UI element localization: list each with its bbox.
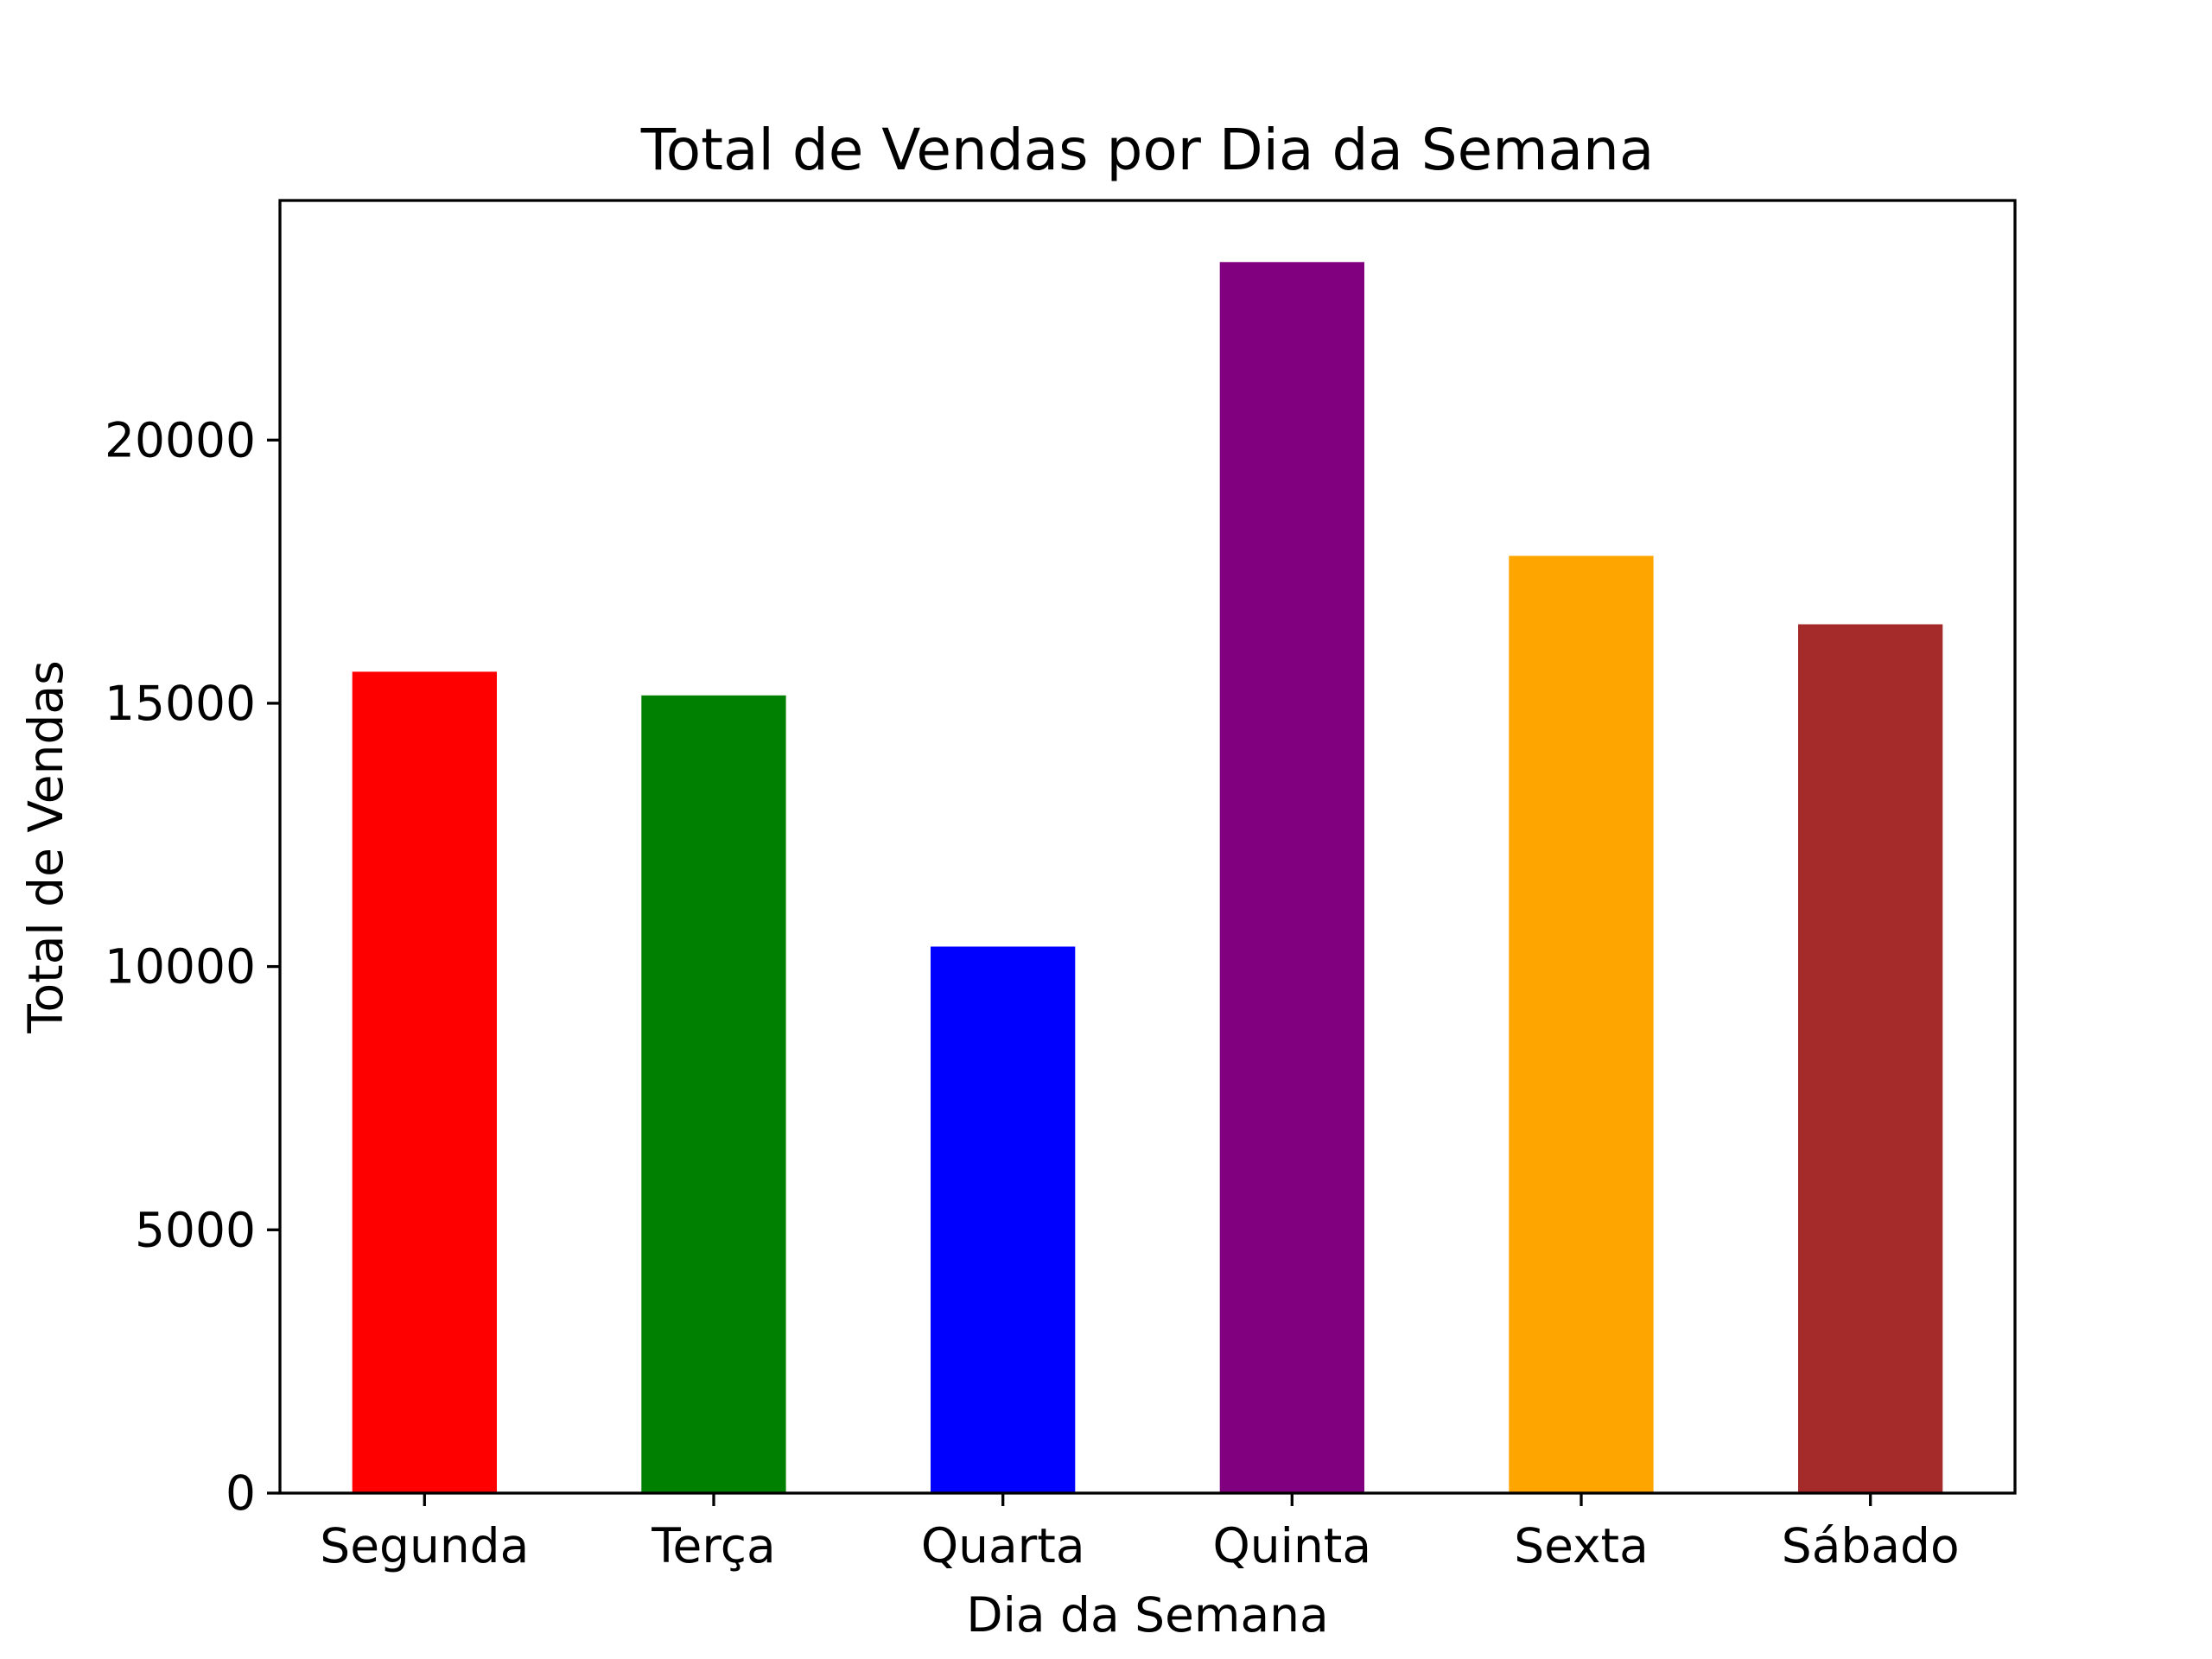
bar-3	[1219, 262, 1364, 1493]
x-tick-label-4: Sexta	[1514, 1518, 1649, 1573]
bar-4	[1509, 556, 1654, 1493]
plot-area-frame	[278, 199, 2017, 1495]
chart-title: Total de Vendas por Dia da Semana	[640, 117, 1655, 183]
y-tick-label-0: 0	[226, 1465, 256, 1521]
bar-1	[641, 695, 786, 1493]
x-tick-label-0: Segunda	[320, 1518, 529, 1573]
x-tick-label-2: Quarta	[921, 1518, 1085, 1573]
bar-5	[1798, 624, 1943, 1493]
x-axis-ticks: Segunda Terça Quarta Quinta Sexta Sábado	[320, 1493, 1960, 1573]
y-tick-label-1: 5000	[135, 1202, 256, 1257]
x-tick-label-3: Quinta	[1213, 1518, 1372, 1573]
bar-0	[352, 671, 497, 1493]
x-tick-label-5: Sábado	[1782, 1518, 1960, 1573]
y-tick-label-3: 15000	[105, 676, 256, 731]
y-axis-label: Total de Vendas	[18, 660, 73, 1034]
y-tick-label-2: 10000	[105, 939, 256, 995]
x-tick-label-1: Terça	[651, 1518, 775, 1573]
y-axis-ticks: 0 5000 10000 15000 20000	[105, 412, 280, 1521]
x-axis-label: Dia da Semana	[966, 1587, 1329, 1643]
y-tick-label-4: 20000	[105, 412, 256, 467]
bar-2	[931, 946, 1076, 1493]
bars-layer	[352, 262, 1943, 1493]
